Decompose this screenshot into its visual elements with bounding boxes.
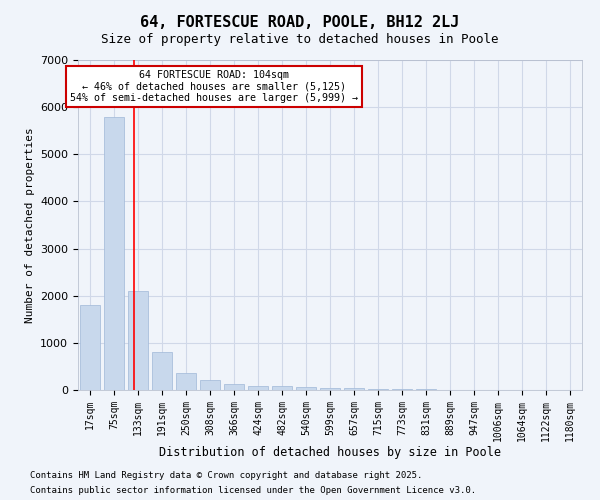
- Bar: [224, 384, 244, 390]
- Y-axis label: Number of detached properties: Number of detached properties: [25, 127, 35, 323]
- Bar: [152, 352, 172, 390]
- Bar: [368, 389, 388, 390]
- Bar: [80, 305, 100, 390]
- Bar: [320, 388, 340, 390]
- Bar: [344, 388, 364, 390]
- Bar: [176, 372, 196, 390]
- Bar: [248, 386, 268, 390]
- Text: 64, FORTESCUE ROAD, POOLE, BH12 2LJ: 64, FORTESCUE ROAD, POOLE, BH12 2LJ: [140, 15, 460, 30]
- Bar: [272, 386, 292, 390]
- Text: Contains HM Land Registry data © Crown copyright and database right 2025.: Contains HM Land Registry data © Crown c…: [30, 471, 422, 480]
- Bar: [104, 116, 124, 390]
- Bar: [296, 387, 316, 390]
- Bar: [392, 389, 412, 390]
- Bar: [128, 291, 148, 390]
- Text: Size of property relative to detached houses in Poole: Size of property relative to detached ho…: [101, 32, 499, 46]
- Text: Contains public sector information licensed under the Open Government Licence v3: Contains public sector information licen…: [30, 486, 476, 495]
- X-axis label: Distribution of detached houses by size in Poole: Distribution of detached houses by size …: [159, 446, 501, 460]
- Bar: [200, 380, 220, 390]
- Text: 64 FORTESCUE ROAD: 104sqm
← 46% of detached houses are smaller (5,125)
54% of se: 64 FORTESCUE ROAD: 104sqm ← 46% of detac…: [70, 70, 358, 103]
